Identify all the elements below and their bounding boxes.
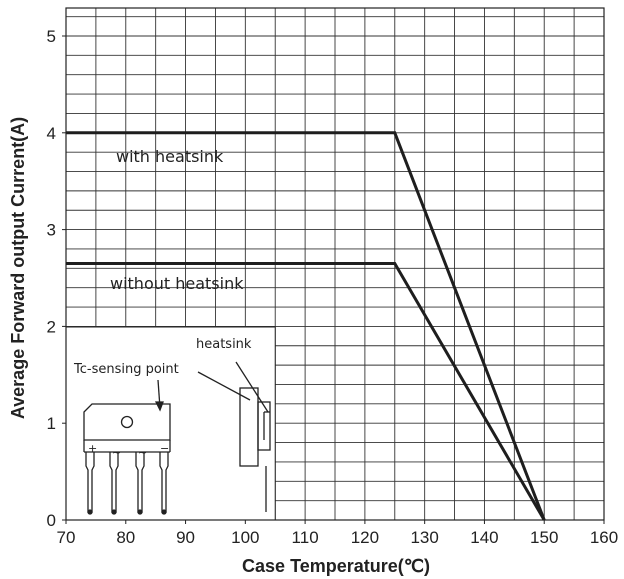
series-line-with-heatsink	[66, 131, 546, 521]
y-tick-label: 3	[47, 221, 56, 240]
y-tick-label: 2	[47, 317, 56, 336]
pin-minus-label: −	[160, 442, 169, 455]
y-tick-label: 1	[47, 414, 56, 433]
x-tick-label: 80	[116, 528, 135, 547]
series-label-without-heatsink: without heatsink	[110, 274, 244, 293]
pin-ac2-label: ~	[138, 446, 147, 459]
bridge-rectifier-package-icon	[83, 361, 271, 515]
y-tick-label: 0	[47, 511, 56, 530]
x-tick-label: 130	[410, 528, 438, 547]
series-lines	[66, 131, 546, 521]
x-axis-label: Case Temperature(℃)	[242, 556, 430, 576]
x-tick-label: 90	[176, 528, 195, 547]
x-tick-label: 120	[351, 528, 379, 547]
y-axis-label: Average Forward output Current(A)	[8, 117, 28, 419]
y-tick-label: 4	[47, 124, 56, 143]
pin-plus-label: +	[88, 442, 97, 455]
pin-ac1-label: ~	[112, 446, 121, 459]
tick-labels: 70 80 90 100 110 120 130 140 150 160 0 1 2 3 4 5	[47, 27, 619, 547]
y-tick-label: 5	[47, 27, 56, 46]
series-label-with-heatsink: with heatsink	[116, 147, 224, 166]
x-tick-label: 110	[292, 528, 319, 547]
x-tick-label: 160	[590, 528, 618, 547]
x-tick-label: 140	[470, 528, 498, 547]
series-line-without-heatsink	[66, 261, 546, 521]
heatsink-label: heatsink	[196, 337, 252, 352]
tc-sensing-point-label: Tc-sensing point	[73, 362, 179, 377]
x-tick-label: 150	[530, 528, 558, 547]
grid-lines	[65, 8, 605, 521]
x-tick-label: 70	[57, 528, 76, 547]
x-tick-label: 100	[231, 528, 259, 547]
